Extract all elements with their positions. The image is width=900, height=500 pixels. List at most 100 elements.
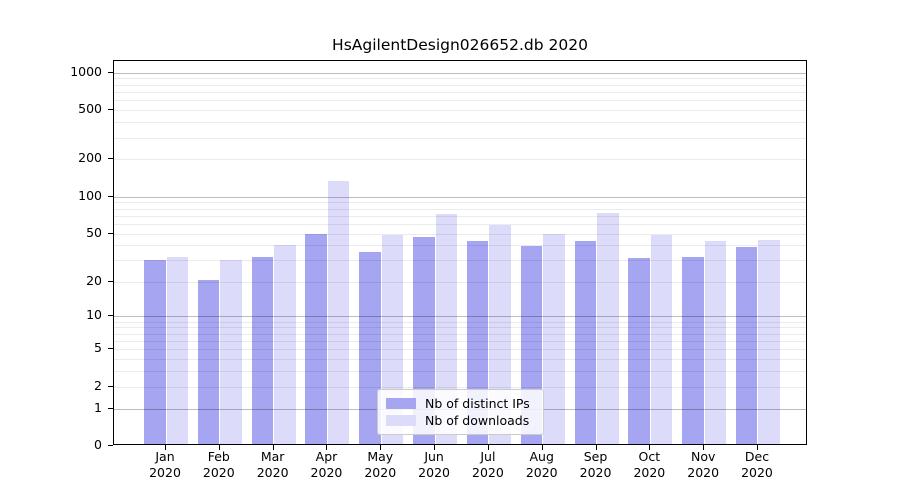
bar-downloads [327, 180, 350, 444]
y-tick-mark [108, 232, 113, 234]
y-gridline-minor [114, 349, 806, 351]
x-tick-mark [595, 445, 597, 450]
bar-downloads [543, 233, 565, 444]
y-gridline-minor [114, 215, 806, 217]
y-tick-mark [108, 445, 113, 446]
y-gridline-minor [114, 110, 806, 112]
y-gridline-major [114, 196, 806, 198]
legend-item-downloads: Nb of downloads [386, 413, 535, 428]
bar-downloads [597, 212, 619, 444]
bar-downloads [166, 256, 188, 444]
x-tick-label: Jan 2020 [149, 449, 181, 480]
x-tick-label: Feb 2020 [202, 449, 235, 480]
bar-distinct-ips [144, 260, 166, 444]
x-tick-label: Oct 2020 [633, 449, 666, 480]
y-gridline-minor [114, 159, 806, 161]
legend: Nb of distinct IPs Nb of downloads [377, 389, 544, 435]
x-tick-mark [703, 445, 705, 450]
y-gridline-minor [114, 100, 806, 102]
y-tick-label: 20 [86, 272, 102, 288]
bar-downloads [274, 244, 296, 444]
x-tick-mark [165, 445, 166, 450]
legend-swatch-distinct-ips [386, 398, 416, 409]
y-gridline-minor [114, 202, 806, 204]
legend-label-downloads: Nb of downloads [425, 413, 530, 428]
x-tick-mark [434, 445, 436, 450]
y-tick-label: 500 [78, 101, 102, 117]
x-tick-label: Sep 2020 [579, 449, 612, 480]
bar-distinct-ips [735, 247, 758, 444]
y-tick-label: 200 [78, 150, 102, 166]
y-gridline-minor [114, 233, 806, 235]
y-tick-label: 100 [78, 187, 102, 203]
bar-downloads [704, 240, 727, 444]
y-gridline-minor [114, 386, 806, 388]
x-tick-label: Nov 2020 [687, 449, 720, 480]
y-gridline-minor [114, 78, 806, 80]
x-tick-label: Jun 2020 [418, 449, 450, 480]
x-tick-mark [541, 445, 543, 450]
bar-downloads [650, 234, 673, 444]
bar-downloads [758, 239, 780, 444]
y-gridline-minor [114, 321, 806, 323]
plot-area [113, 60, 807, 445]
y-gridline-minor [114, 208, 806, 210]
y-tick-label: 50 [86, 224, 102, 240]
y-gridline-major [114, 316, 806, 318]
x-tick-label: Aug 2020 [525, 449, 558, 480]
y-gridline-minor [114, 122, 806, 124]
x-tick-mark [380, 445, 382, 450]
y-tick-mark [108, 71, 113, 73]
y-tick-label: 5 [94, 340, 102, 356]
bar-distinct-ips [628, 258, 650, 444]
x-tick-mark [272, 445, 274, 450]
y-tick-mark [108, 407, 113, 409]
y-tick-label: 1000 [70, 63, 102, 79]
bar-distinct-ips [359, 251, 381, 444]
x-tick-label: Jul 2020 [472, 449, 504, 480]
x-tick-mark [487, 445, 489, 450]
x-tick-mark [649, 445, 651, 450]
y-gridline-minor [114, 245, 806, 247]
y-gridline-minor [114, 137, 806, 139]
bar-distinct-ips [682, 256, 704, 444]
y-gridline-minor [114, 327, 806, 329]
legend-label-distinct-ips: Nb of distinct IPs [425, 396, 530, 411]
bar-distinct-ips [305, 233, 327, 444]
y-gridline-minor [114, 260, 806, 262]
x-tick-mark [756, 445, 758, 450]
y-tick-label: 0 [94, 437, 102, 452]
y-tick-mark [108, 195, 113, 197]
y-gridline-minor [114, 371, 806, 373]
y-tick-mark [108, 348, 113, 350]
y-tick-mark [108, 315, 113, 317]
legend-swatch-downloads [386, 415, 416, 426]
bar-downloads [220, 260, 242, 444]
y-tick-label: 1 [94, 399, 102, 415]
y-gridline-minor [114, 281, 806, 283]
x-tick-mark [326, 445, 328, 450]
y-tick-mark [108, 385, 113, 387]
x-tick-label: Apr 2020 [310, 449, 343, 480]
y-gridline-major [114, 72, 806, 74]
y-gridline-minor [114, 91, 806, 93]
chart-title: HsAgilentDesign026652.db 2020 [332, 36, 588, 54]
bar-downloads [435, 213, 458, 444]
x-tick-label: May 2020 [364, 449, 397, 480]
y-tick-label: 10 [86, 307, 102, 323]
y-gridline-minor [114, 333, 806, 335]
y-gridline-minor [114, 84, 806, 86]
bar-distinct-ips [197, 279, 220, 444]
legend-item-distinct-ips: Nb of distinct IPs [386, 396, 535, 411]
x-tick-label: Dec 2020 [741, 449, 773, 480]
y-tick-label: 2 [94, 377, 102, 393]
x-tick-label: Mar 2020 [256, 449, 289, 480]
y-tick-mark [108, 158, 113, 160]
y-tick-mark [108, 280, 113, 282]
bar-distinct-ips [251, 256, 274, 444]
bar-distinct-ips [574, 240, 597, 444]
y-gridline-minor [114, 340, 806, 342]
y-gridline-minor [114, 359, 806, 361]
y-tick-mark [108, 109, 113, 111]
